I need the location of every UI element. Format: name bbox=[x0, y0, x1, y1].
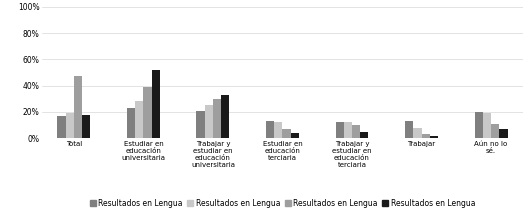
Bar bbox=[144, 87, 152, 138]
Bar bbox=[430, 136, 438, 138]
Bar bbox=[152, 70, 160, 138]
Bar bbox=[336, 122, 344, 138]
Bar bbox=[405, 121, 413, 138]
Bar bbox=[135, 101, 144, 138]
Bar bbox=[491, 124, 499, 138]
Bar bbox=[213, 99, 221, 138]
Bar bbox=[483, 113, 491, 138]
Bar bbox=[274, 122, 282, 138]
Bar bbox=[421, 134, 430, 138]
Bar bbox=[266, 121, 274, 138]
Bar bbox=[58, 116, 65, 138]
Legend: Resultados en Lengua, Resultados en Lengua, Resultados en Lengua, Resultados en : Resultados en Lengua, Resultados en Leng… bbox=[87, 196, 478, 211]
Bar bbox=[196, 111, 205, 138]
Bar bbox=[344, 122, 352, 138]
Bar bbox=[82, 115, 90, 138]
Bar bbox=[65, 113, 74, 138]
Bar bbox=[499, 129, 507, 138]
Bar bbox=[352, 125, 360, 138]
Bar bbox=[282, 129, 291, 138]
Bar bbox=[291, 133, 299, 138]
Bar bbox=[205, 105, 213, 138]
Bar bbox=[127, 108, 135, 138]
Bar bbox=[413, 128, 421, 138]
Bar bbox=[360, 132, 369, 138]
Bar bbox=[221, 95, 229, 138]
Bar bbox=[74, 76, 82, 138]
Bar bbox=[475, 112, 483, 138]
